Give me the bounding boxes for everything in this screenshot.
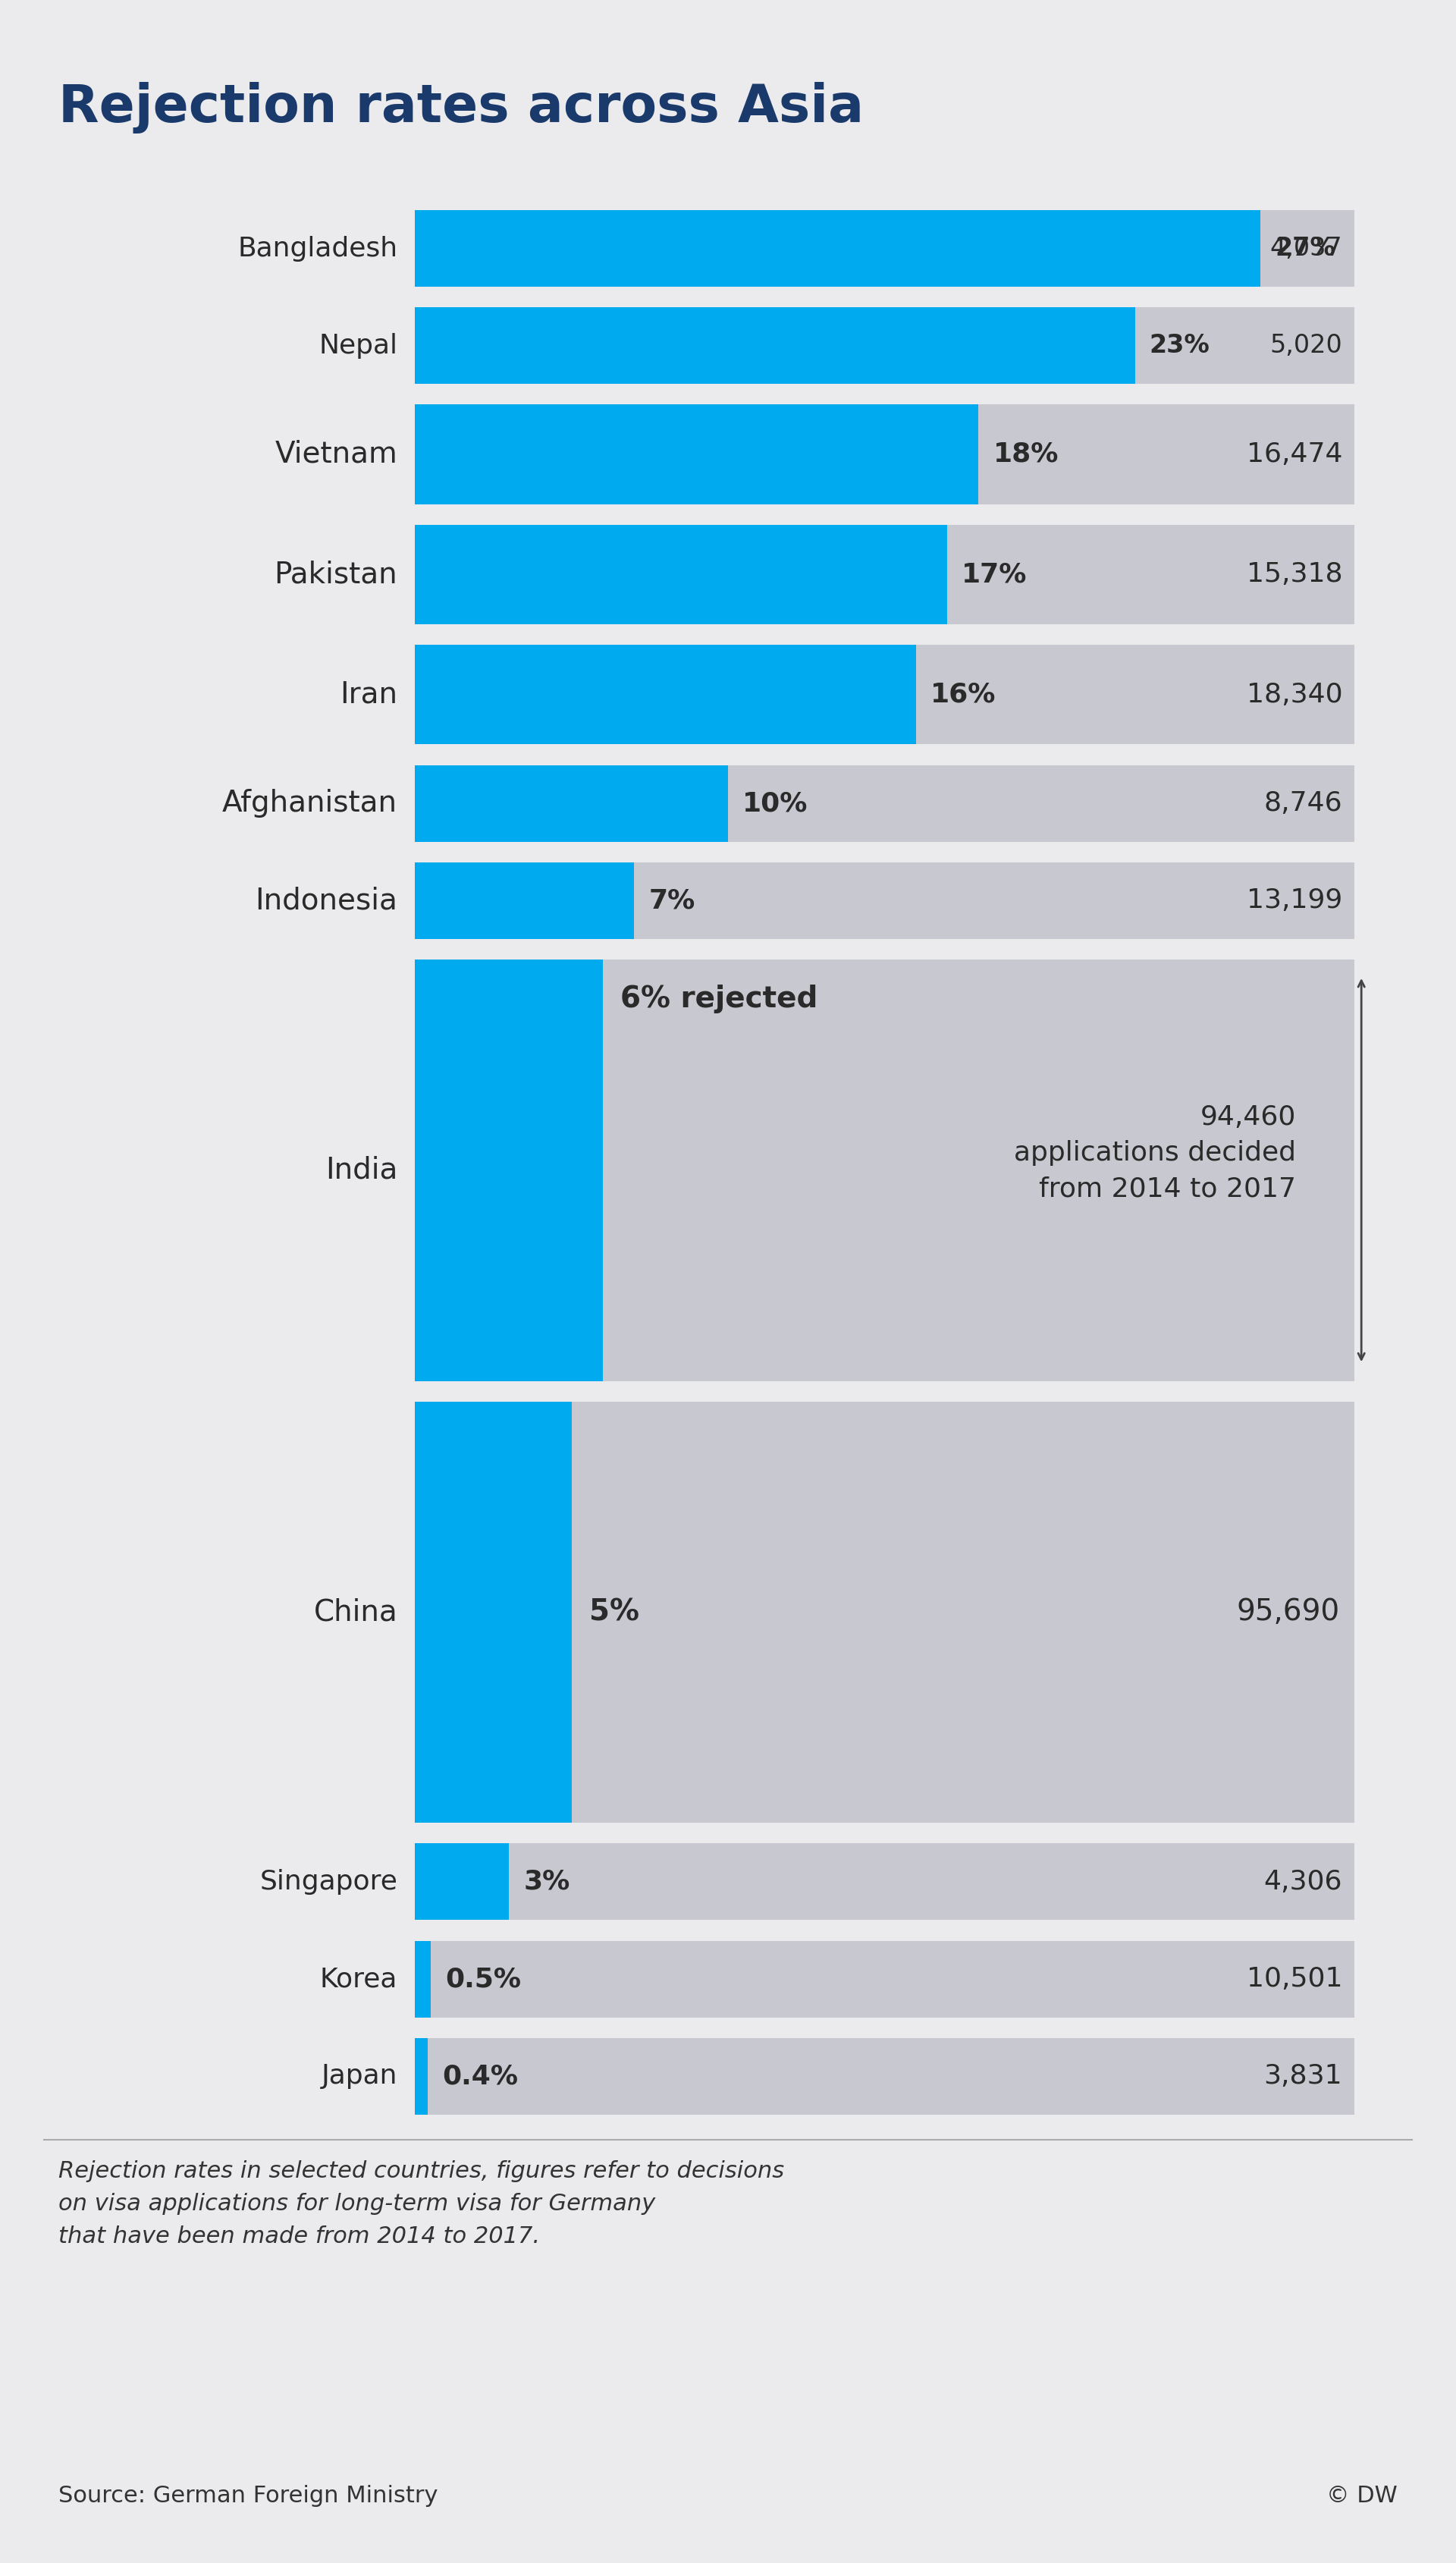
Text: 10,501: 10,501 (1246, 1966, 1342, 1991)
Text: 94,460
applications decided
from 2014 to 2017: 94,460 applications decided from 2014 to… (1013, 1105, 1296, 1202)
Text: 16%: 16% (930, 682, 996, 707)
Bar (415, 210, 1259, 287)
Bar (415, 1402, 571, 1822)
Text: 17%: 17% (961, 561, 1026, 587)
Text: 18,340: 18,340 (1246, 682, 1342, 707)
Bar (415, 1402, 1354, 1822)
Bar (415, 646, 1354, 743)
Text: Korea: Korea (320, 1966, 397, 1991)
Text: 4,037: 4,037 (1270, 236, 1342, 261)
Text: Japan: Japan (322, 2063, 397, 2089)
Bar (415, 861, 635, 938)
Text: © DW: © DW (1326, 2484, 1398, 2507)
Bar (415, 959, 1354, 1381)
Text: 6% rejected: 6% rejected (620, 984, 818, 1012)
Bar (415, 2038, 428, 2114)
Text: 3%: 3% (524, 1868, 569, 1894)
Bar (415, 308, 1354, 384)
Text: Pakistan: Pakistan (274, 561, 397, 589)
Bar (415, 2038, 1354, 2114)
Bar (415, 525, 946, 625)
Bar (415, 764, 1354, 841)
Text: 0.4%: 0.4% (443, 2063, 518, 2089)
Bar (415, 1940, 1354, 2017)
Text: Rejection rates across Asia: Rejection rates across Asia (58, 82, 863, 133)
Bar (415, 764, 728, 841)
Text: 7%: 7% (649, 887, 695, 912)
Bar (415, 405, 1354, 505)
Bar (415, 308, 1136, 384)
Text: 27%: 27% (1274, 236, 1335, 261)
Text: Iran: Iran (339, 679, 397, 710)
Text: 10%: 10% (743, 789, 808, 815)
Text: Singapore: Singapore (259, 1868, 397, 1894)
Bar (415, 525, 1354, 625)
Bar (415, 861, 1354, 938)
Text: 16,474: 16,474 (1246, 441, 1342, 466)
Bar (415, 959, 603, 1381)
Text: Rejection rates in selected countries, figures refer to decisions
on visa applic: Rejection rates in selected countries, f… (58, 2161, 785, 2248)
Text: Vietnam: Vietnam (275, 441, 397, 469)
Bar (415, 1940, 431, 2017)
Text: Afghanistan: Afghanistan (223, 789, 397, 818)
Text: 0.5%: 0.5% (446, 1966, 521, 1991)
Text: 18%: 18% (993, 441, 1059, 466)
Text: 23%: 23% (1150, 333, 1210, 359)
Text: 95,690: 95,690 (1236, 1597, 1340, 1628)
Text: Nepal: Nepal (319, 333, 397, 359)
Text: India: India (325, 1156, 397, 1184)
Bar (415, 210, 1354, 287)
Bar (415, 405, 978, 505)
Bar (415, 1843, 1354, 1920)
Bar (415, 1843, 510, 1920)
Text: 3,831: 3,831 (1264, 2063, 1342, 2089)
Text: Source: German Foreign Ministry: Source: German Foreign Ministry (58, 2484, 438, 2507)
Text: 5,020: 5,020 (1270, 333, 1342, 359)
Text: Bangladesh: Bangladesh (237, 236, 397, 261)
Text: 15,318: 15,318 (1246, 561, 1342, 587)
Text: 5%: 5% (588, 1597, 639, 1628)
Text: 13,199: 13,199 (1246, 887, 1342, 912)
Text: Indonesia: Indonesia (255, 887, 397, 915)
Bar (415, 646, 916, 743)
Text: 8,746: 8,746 (1264, 789, 1342, 815)
Text: China: China (313, 1597, 397, 1628)
Text: 4,306: 4,306 (1264, 1868, 1342, 1894)
